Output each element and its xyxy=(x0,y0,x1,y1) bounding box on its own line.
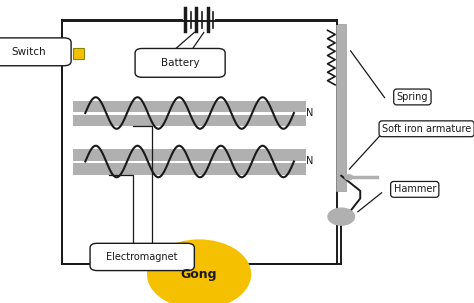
Bar xyxy=(73,101,306,112)
Text: N: N xyxy=(306,156,313,167)
Bar xyxy=(73,115,306,126)
Ellipse shape xyxy=(147,239,251,303)
Text: Spring: Spring xyxy=(397,92,428,102)
Bar xyxy=(73,163,306,175)
Bar xyxy=(73,48,84,59)
Bar xyxy=(336,24,346,191)
Text: Electromagnet: Electromagnet xyxy=(107,252,178,262)
Text: Soft iron armature: Soft iron armature xyxy=(382,124,471,134)
Bar xyxy=(62,21,337,264)
Bar xyxy=(73,149,306,161)
FancyBboxPatch shape xyxy=(0,38,71,66)
Text: Gong: Gong xyxy=(181,268,218,281)
Circle shape xyxy=(328,208,355,225)
Text: Switch: Switch xyxy=(11,46,46,57)
Text: N: N xyxy=(306,108,313,118)
Text: Battery: Battery xyxy=(161,58,200,68)
Text: Hammer: Hammer xyxy=(393,184,436,195)
FancyBboxPatch shape xyxy=(90,243,194,271)
Circle shape xyxy=(345,175,353,180)
FancyBboxPatch shape xyxy=(135,48,225,77)
